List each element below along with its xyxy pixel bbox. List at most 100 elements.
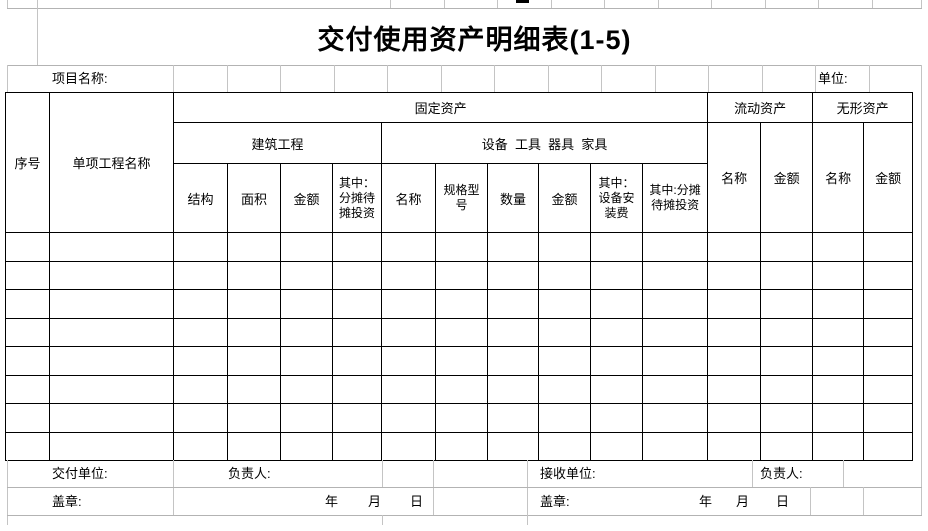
table-cell[interactable] bbox=[707, 346, 762, 376]
table-cell[interactable] bbox=[487, 375, 539, 404]
table-cell[interactable] bbox=[590, 289, 643, 319]
table-cell[interactable] bbox=[707, 232, 762, 262]
table-cell[interactable] bbox=[538, 289, 591, 319]
seal-left-label[interactable]: 盖章: bbox=[52, 494, 82, 509]
table-cell[interactable] bbox=[538, 261, 591, 290]
deliver-unit-label[interactable]: 交付单位: bbox=[52, 466, 108, 481]
table-cell[interactable] bbox=[760, 318, 814, 347]
table-cell[interactable] bbox=[487, 289, 539, 319]
table-cell[interactable] bbox=[760, 403, 814, 433]
header-equipment-name[interactable]: 名称 bbox=[381, 163, 436, 233]
table-cell[interactable] bbox=[49, 346, 174, 376]
header-project-name[interactable]: 单项工程名称 bbox=[49, 92, 174, 233]
table-cell[interactable] bbox=[435, 232, 488, 262]
table-cell[interactable] bbox=[863, 289, 914, 319]
table-cell[interactable] bbox=[280, 346, 333, 376]
header-current-name[interactable]: 名称 bbox=[707, 122, 762, 233]
table-cell[interactable] bbox=[173, 318, 228, 347]
table-cell[interactable] bbox=[590, 403, 643, 433]
table-cell[interactable] bbox=[381, 403, 436, 433]
table-cell[interactable] bbox=[538, 432, 591, 461]
header-construction-apportioned[interactable]: 其中：分摊待摊投资 bbox=[332, 163, 382, 233]
table-cell[interactable] bbox=[863, 432, 914, 461]
table-cell[interactable] bbox=[538, 346, 591, 376]
table-cell[interactable] bbox=[641, 232, 709, 262]
header-intangible-assets[interactable]: 无形资产 bbox=[812, 92, 914, 123]
table-cell[interactable] bbox=[435, 403, 488, 433]
table-cell[interactable] bbox=[332, 261, 382, 290]
table-cell[interactable] bbox=[173, 403, 228, 433]
table-cell[interactable] bbox=[641, 261, 709, 290]
table-cell[interactable] bbox=[760, 346, 814, 376]
table-cell[interactable] bbox=[49, 432, 174, 461]
table-cell[interactable] bbox=[5, 232, 50, 262]
header-equipment-apportioned[interactable]: 其中:分摊待摊投资 bbox=[641, 163, 709, 233]
table-cell[interactable] bbox=[538, 403, 591, 433]
table-cell[interactable] bbox=[812, 289, 865, 319]
table-cell[interactable] bbox=[5, 346, 50, 376]
header-quantity[interactable]: 数量 bbox=[487, 163, 539, 233]
header-fixed-assets[interactable]: 固定资产 bbox=[172, 92, 709, 123]
table-cell[interactable] bbox=[760, 232, 814, 262]
table-cell[interactable] bbox=[760, 432, 814, 461]
table-cell[interactable] bbox=[487, 346, 539, 376]
table-cell[interactable] bbox=[590, 346, 643, 376]
table-cell[interactable] bbox=[435, 346, 488, 376]
table-cell[interactable] bbox=[538, 375, 591, 404]
table-cell[interactable] bbox=[760, 261, 814, 290]
header-spec-model[interactable]: 规格型号 bbox=[435, 163, 488, 233]
table-cell[interactable] bbox=[435, 432, 488, 461]
header-intangible-name[interactable]: 名称 bbox=[812, 122, 865, 233]
header-equipment-group[interactable]: 设备 工具 器具 家具 bbox=[380, 122, 709, 164]
table-cell[interactable] bbox=[707, 318, 762, 347]
table-cell[interactable] bbox=[280, 261, 333, 290]
header-construction-amount[interactable]: 金额 bbox=[280, 163, 333, 233]
table-cell[interactable] bbox=[381, 232, 436, 262]
table-cell[interactable] bbox=[280, 318, 333, 347]
table-cell[interactable] bbox=[332, 289, 382, 319]
table-cell[interactable] bbox=[863, 346, 914, 376]
table-cell[interactable] bbox=[641, 403, 709, 433]
table-cell[interactable] bbox=[381, 432, 436, 461]
table-cell[interactable] bbox=[173, 261, 228, 290]
table-cell[interactable] bbox=[49, 289, 174, 319]
table-cell[interactable] bbox=[332, 375, 382, 404]
table-cell[interactable] bbox=[641, 289, 709, 319]
table-cell[interactable] bbox=[173, 289, 228, 319]
table-cell[interactable] bbox=[381, 375, 436, 404]
table-cell[interactable] bbox=[760, 289, 814, 319]
table-cell[interactable] bbox=[381, 289, 436, 319]
table-cell[interactable] bbox=[641, 346, 709, 376]
header-intangible-amount[interactable]: 金额 bbox=[863, 122, 914, 233]
table-cell[interactable] bbox=[435, 318, 488, 347]
table-cell[interactable] bbox=[435, 375, 488, 404]
table-cell[interactable] bbox=[5, 261, 50, 290]
table-cell[interactable] bbox=[487, 261, 539, 290]
table-cell[interactable] bbox=[590, 375, 643, 404]
table-cell[interactable] bbox=[707, 403, 762, 433]
table-cell[interactable] bbox=[381, 318, 436, 347]
table-cell[interactable] bbox=[49, 232, 174, 262]
table-cell[interactable] bbox=[280, 432, 333, 461]
table-cell[interactable] bbox=[381, 261, 436, 290]
table-cell[interactable] bbox=[487, 318, 539, 347]
table-cell[interactable] bbox=[227, 289, 281, 319]
table-cell[interactable] bbox=[707, 289, 762, 319]
table-cell[interactable] bbox=[863, 318, 914, 347]
table-cell[interactable] bbox=[590, 261, 643, 290]
table-cell[interactable] bbox=[590, 232, 643, 262]
table-cell[interactable] bbox=[435, 261, 488, 290]
table-cell[interactable] bbox=[332, 318, 382, 347]
header-install-fee[interactable]: 其中：设备安装费 bbox=[590, 163, 643, 233]
table-cell[interactable] bbox=[227, 232, 281, 262]
table-cell[interactable] bbox=[5, 289, 50, 319]
header-structure[interactable]: 结构 bbox=[173, 163, 228, 233]
table-cell[interactable] bbox=[227, 375, 281, 404]
table-cell[interactable] bbox=[173, 375, 228, 404]
seal-right-label[interactable]: 盖章: bbox=[540, 494, 570, 509]
table-cell[interactable] bbox=[332, 346, 382, 376]
table-cell[interactable] bbox=[863, 261, 914, 290]
table-cell[interactable] bbox=[812, 403, 865, 433]
table-cell[interactable] bbox=[227, 432, 281, 461]
table-cell[interactable] bbox=[487, 432, 539, 461]
